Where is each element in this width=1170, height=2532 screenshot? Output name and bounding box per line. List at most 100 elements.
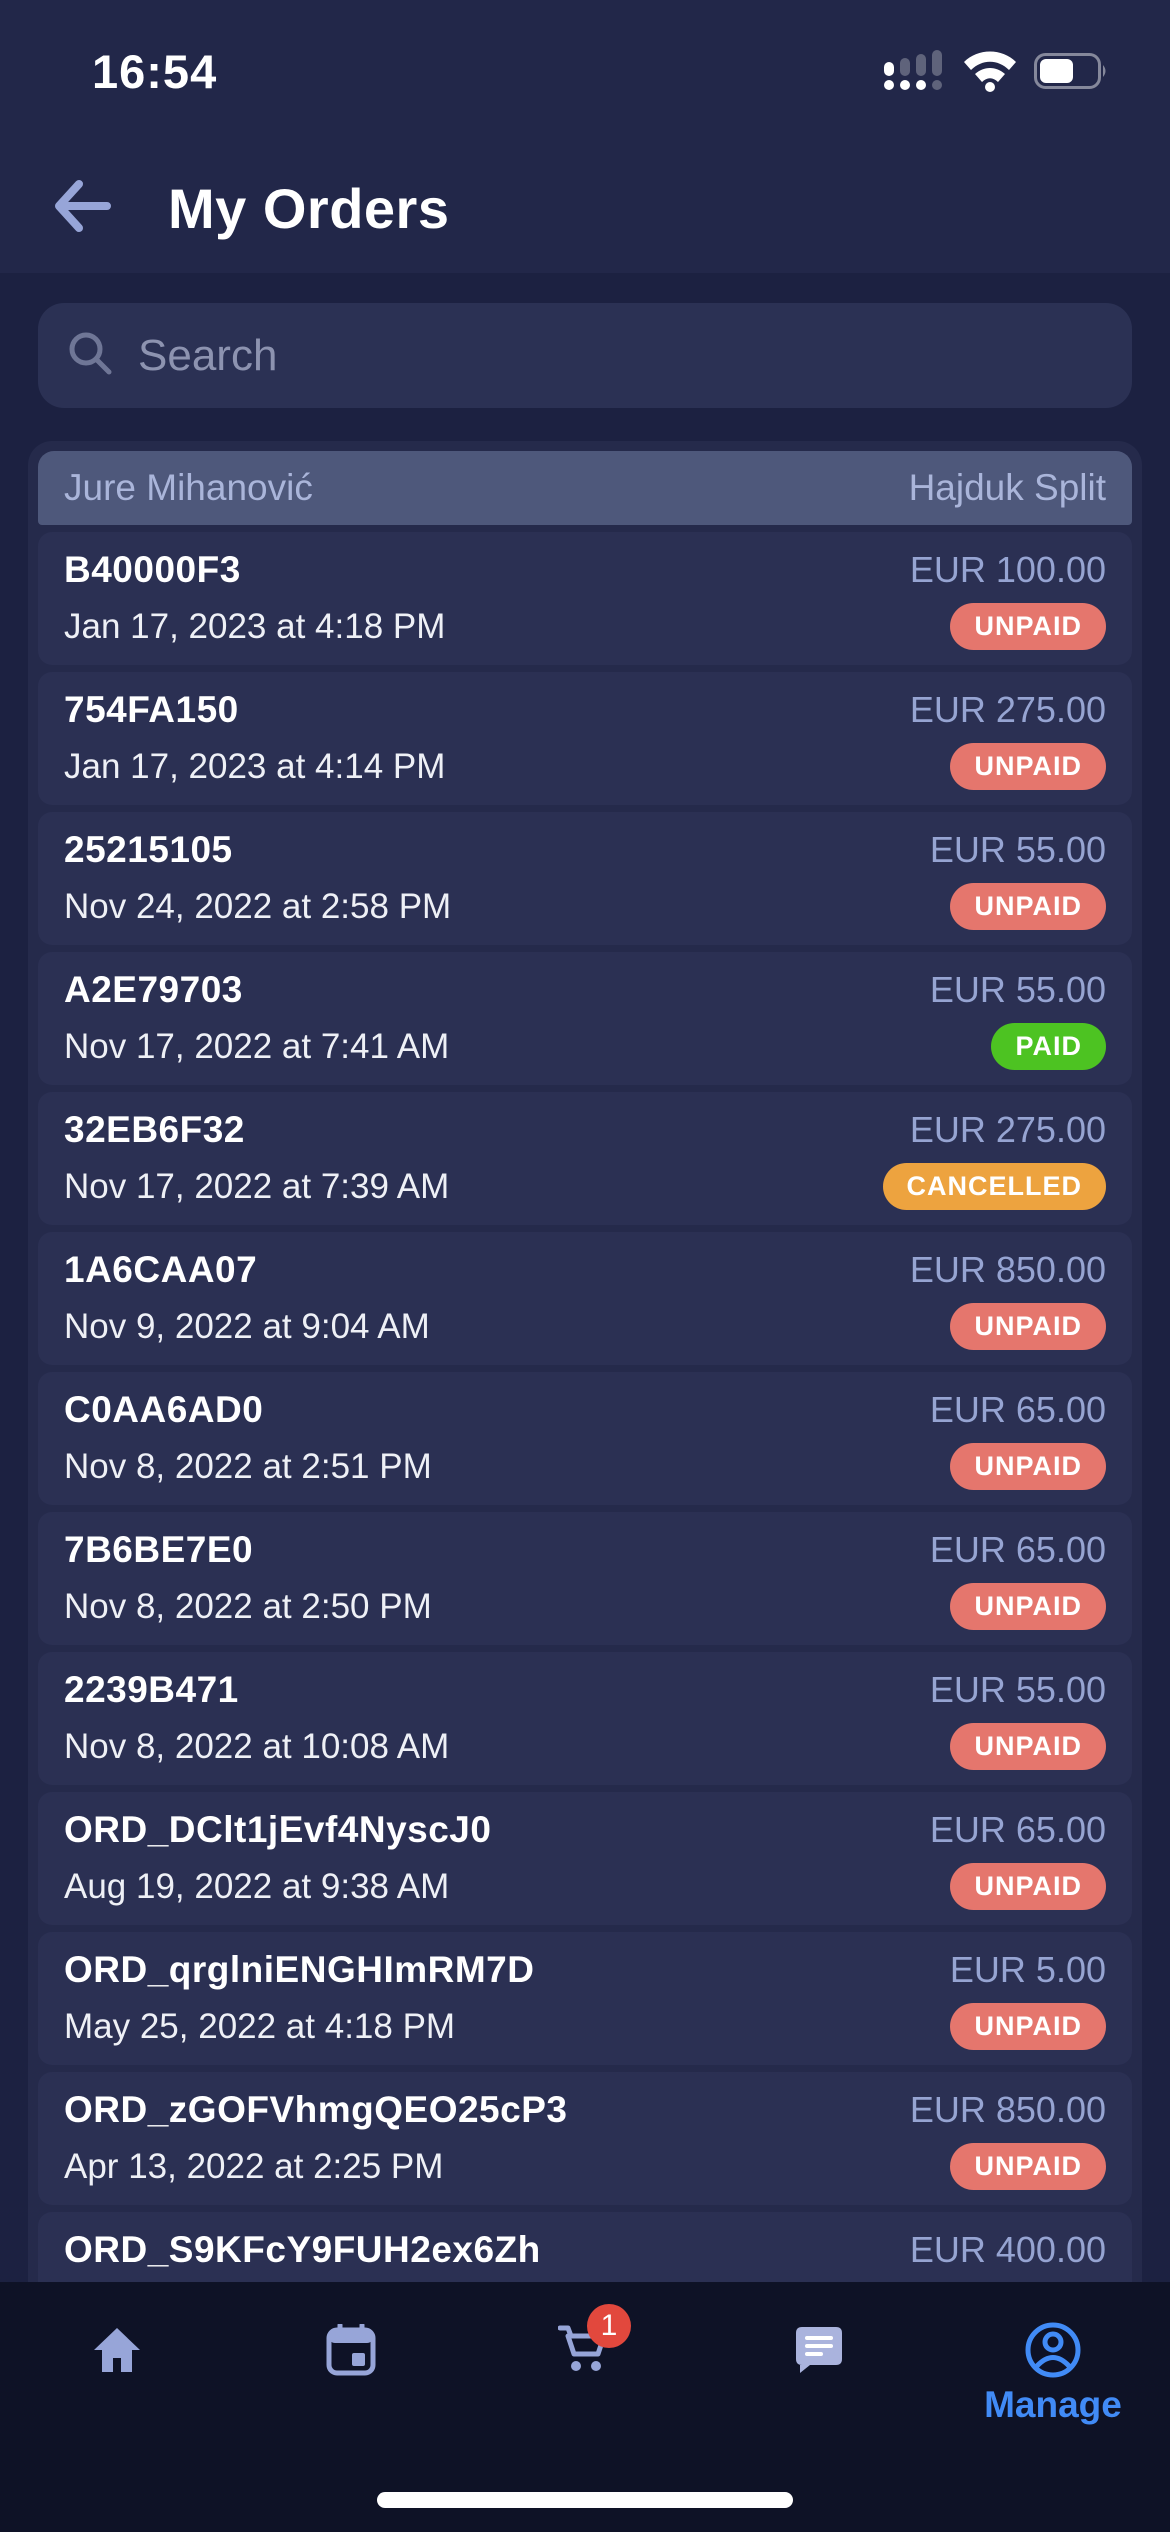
order-top-line: 7B6BE7E0 EUR 65.00: [64, 1529, 1106, 1571]
order-amount: EUR 55.00: [929, 969, 1106, 1010]
order-date: Nov 9, 2022 at 9:04 AM: [64, 1306, 430, 1346]
order-date: Nov 8, 2022 at 10:08 AM: [64, 1726, 450, 1766]
order-top-line: 1A6CAA07 EUR 850.00: [64, 1249, 1106, 1291]
order-amount: EUR 55.00: [929, 829, 1106, 870]
order-row[interactable]: 1A6CAA07 EUR 850.00 Nov 9, 2022 at 9:04 …: [38, 1232, 1132, 1365]
order-date: Nov 17, 2022 at 7:41 AM: [64, 1026, 450, 1066]
order-amount: EUR 65.00: [929, 1809, 1106, 1850]
order-id: ORD_qrglniENGHImRM7D: [64, 1949, 535, 1990]
search-icon: [66, 329, 114, 382]
chat-icon: [794, 2325, 844, 2380]
order-amount: EUR 850.00: [909, 2089, 1106, 2130]
calendar-icon: [326, 2322, 376, 2381]
order-bottom-line: Nov 17, 2022 at 7:39 AM CANCELLED: [64, 1163, 1106, 1210]
order-top-line: A2E79703 EUR 55.00: [64, 969, 1106, 1011]
tab-home[interactable]: [0, 2282, 234, 2532]
order-bottom-line: Jan 17, 2023 at 4:14 PM UNPAID: [64, 743, 1106, 790]
tab-manage[interactable]: Manage: [936, 2282, 1170, 2532]
back-button[interactable]: [52, 178, 112, 238]
order-id: 7B6BE7E0: [64, 1529, 254, 1570]
order-date: May 25, 2022 at 4:18 PM: [64, 2006, 456, 2046]
order-status-badge: UNPAID: [950, 1723, 1106, 1770]
order-row[interactable]: C0AA6AD0 EUR 65.00 Nov 8, 2022 at 2:51 P…: [38, 1372, 1132, 1505]
orders-container: B40000F3 EUR 100.00 Jan 17, 2023 at 4:18…: [38, 532, 1132, 2282]
order-top-line: ORD_zGOFVhmgQEO25cP3 EUR 850.00: [64, 2089, 1106, 2131]
order-date: Jan 17, 2023 at 4:14 PM: [64, 746, 446, 786]
order-row[interactable]: B40000F3 EUR 100.00 Jan 17, 2023 at 4:18…: [38, 532, 1132, 665]
tab-messages[interactable]: [702, 2282, 936, 2532]
order-top-line: 25215105 EUR 55.00: [64, 829, 1106, 871]
list-header-row: Jure Mihanović Hajduk Split: [38, 451, 1132, 525]
search-input[interactable]: [136, 329, 1104, 382]
order-date: Nov 24, 2022 at 2:58 PM: [64, 886, 452, 926]
order-bottom-line: Jan 17, 2023 at 4:18 PM UNPAID: [64, 603, 1106, 650]
order-date: Apr 13, 2022 at 2:25 PM: [64, 2146, 444, 2186]
order-row[interactable]: 25215105 EUR 55.00 Nov 24, 2022 at 2:58 …: [38, 812, 1132, 945]
order-date: Jan 17, 2023 at 4:18 PM: [64, 606, 446, 646]
order-row[interactable]: 754FA150 EUR 275.00 Jan 17, 2023 at 4:14…: [38, 672, 1132, 805]
order-status-badge: PAID: [991, 1023, 1106, 1070]
order-id: 25215105: [64, 829, 233, 870]
order-amount: EUR 55.00: [929, 1669, 1106, 1710]
order-status-badge: UNPAID: [950, 743, 1106, 790]
tab-calendar[interactable]: [234, 2282, 468, 2532]
order-amount: EUR 400.00: [909, 2229, 1106, 2270]
orders-list[interactable]: Jure Mihanović Hajduk Split B40000F3 EUR…: [28, 441, 1142, 2282]
order-amount: EUR 5.00: [949, 1949, 1106, 1990]
tab-cart[interactable]: 1: [468, 2282, 702, 2532]
order-id: ORD_DClt1jEvf4NyscJ0: [64, 1809, 492, 1850]
order-top-line: B40000F3 EUR 100.00: [64, 549, 1106, 591]
order-id: 1A6CAA07: [64, 1249, 258, 1290]
order-id: ORD_zGOFVhmgQEO25cP3: [64, 2089, 568, 2130]
order-top-line: ORD_qrglniENGHImRM7D EUR 5.00: [64, 1949, 1106, 1991]
order-amount: EUR 65.00: [929, 1389, 1106, 1430]
order-bottom-line: Apr 13, 2022 at 2:25 PM UNPAID: [64, 2143, 1106, 2190]
club-name: Hajduk Split: [908, 467, 1106, 508]
order-top-line: ORD_S9KFcY9FUH2ex6Zh EUR 400.00: [64, 2229, 1106, 2271]
order-row[interactable]: 2239B471 EUR 55.00 Nov 8, 2022 at 10:08 …: [38, 1652, 1132, 1785]
order-id: 754FA150: [64, 689, 239, 730]
order-row[interactable]: 7B6BE7E0 EUR 65.00 Nov 8, 2022 at 2:50 P…: [38, 1512, 1132, 1645]
manage-label: Manage: [984, 2384, 1122, 2425]
order-bottom-line: Nov 8, 2022 at 10:08 AM UNPAID: [64, 1723, 1106, 1770]
bottom-tab-bar: 1 Manage: [0, 2282, 1170, 2532]
order-bottom-line: Aug 19, 2022 at 9:38 AM UNPAID: [64, 1863, 1106, 1910]
home-indicator[interactable]: [377, 2492, 793, 2508]
order-status-badge: UNPAID: [950, 603, 1106, 650]
order-top-line: ORD_DClt1jEvf4NyscJ0 EUR 65.00: [64, 1809, 1106, 1851]
order-top-line: 754FA150 EUR 275.00: [64, 689, 1106, 731]
order-amount: EUR 275.00: [909, 689, 1106, 730]
order-top-line: 32EB6F32 EUR 275.00: [64, 1109, 1106, 1151]
order-bottom-line: Nov 8, 2022 at 2:50 PM UNPAID: [64, 1583, 1106, 1630]
status-bar-icons: [882, 50, 1108, 97]
order-date: Nov 8, 2022 at 2:51 PM: [64, 1446, 432, 1486]
order-id: B40000F3: [64, 549, 241, 590]
order-status-badge: UNPAID: [950, 1583, 1106, 1630]
order-status-badge: UNPAID: [950, 1863, 1106, 1910]
header-area: 16:54: [0, 0, 1170, 273]
order-date: Nov 17, 2022 at 7:39 AM: [64, 1166, 450, 1206]
arrow-left-icon: [53, 179, 111, 237]
home-icon: [92, 2326, 142, 2379]
order-bottom-line: May 25, 2022 at 4:18 PM UNPAID: [64, 2003, 1106, 2050]
navigation-bar: My Orders: [0, 168, 1170, 248]
customer-name: Jure Mihanović: [64, 467, 313, 508]
cellular-signal-icon: [882, 50, 946, 97]
order-amount: EUR 65.00: [929, 1529, 1106, 1570]
order-row[interactable]: ORD_qrglniENGHImRM7D EUR 5.00 May 25, 20…: [38, 1932, 1132, 2065]
order-id: A2E79703: [64, 969, 243, 1010]
order-row[interactable]: ORD_S9KFcY9FUH2ex6Zh EUR 400.00: [38, 2212, 1132, 2282]
order-status-badge: UNPAID: [950, 1443, 1106, 1490]
order-row[interactable]: 32EB6F32 EUR 275.00 Nov 17, 2022 at 7:39…: [38, 1092, 1132, 1225]
order-status-badge: CANCELLED: [882, 1163, 1106, 1210]
order-bottom-line: Nov 24, 2022 at 2:58 PM UNPAID: [64, 883, 1106, 930]
order-date: Nov 8, 2022 at 2:50 PM: [64, 1586, 432, 1626]
cart-badge: 1: [587, 2304, 631, 2348]
page-title: My Orders: [168, 176, 450, 240]
order-status-badge: UNPAID: [950, 1303, 1106, 1350]
order-row[interactable]: ORD_zGOFVhmgQEO25cP3 EUR 850.00 Apr 13, …: [38, 2072, 1132, 2205]
wifi-icon: [962, 50, 1018, 97]
order-row[interactable]: A2E79703 EUR 55.00 Nov 17, 2022 at 7:41 …: [38, 952, 1132, 1085]
search-bar[interactable]: [38, 303, 1132, 408]
order-row[interactable]: ORD_DClt1jEvf4NyscJ0 EUR 65.00 Aug 19, 2…: [38, 1792, 1132, 1925]
